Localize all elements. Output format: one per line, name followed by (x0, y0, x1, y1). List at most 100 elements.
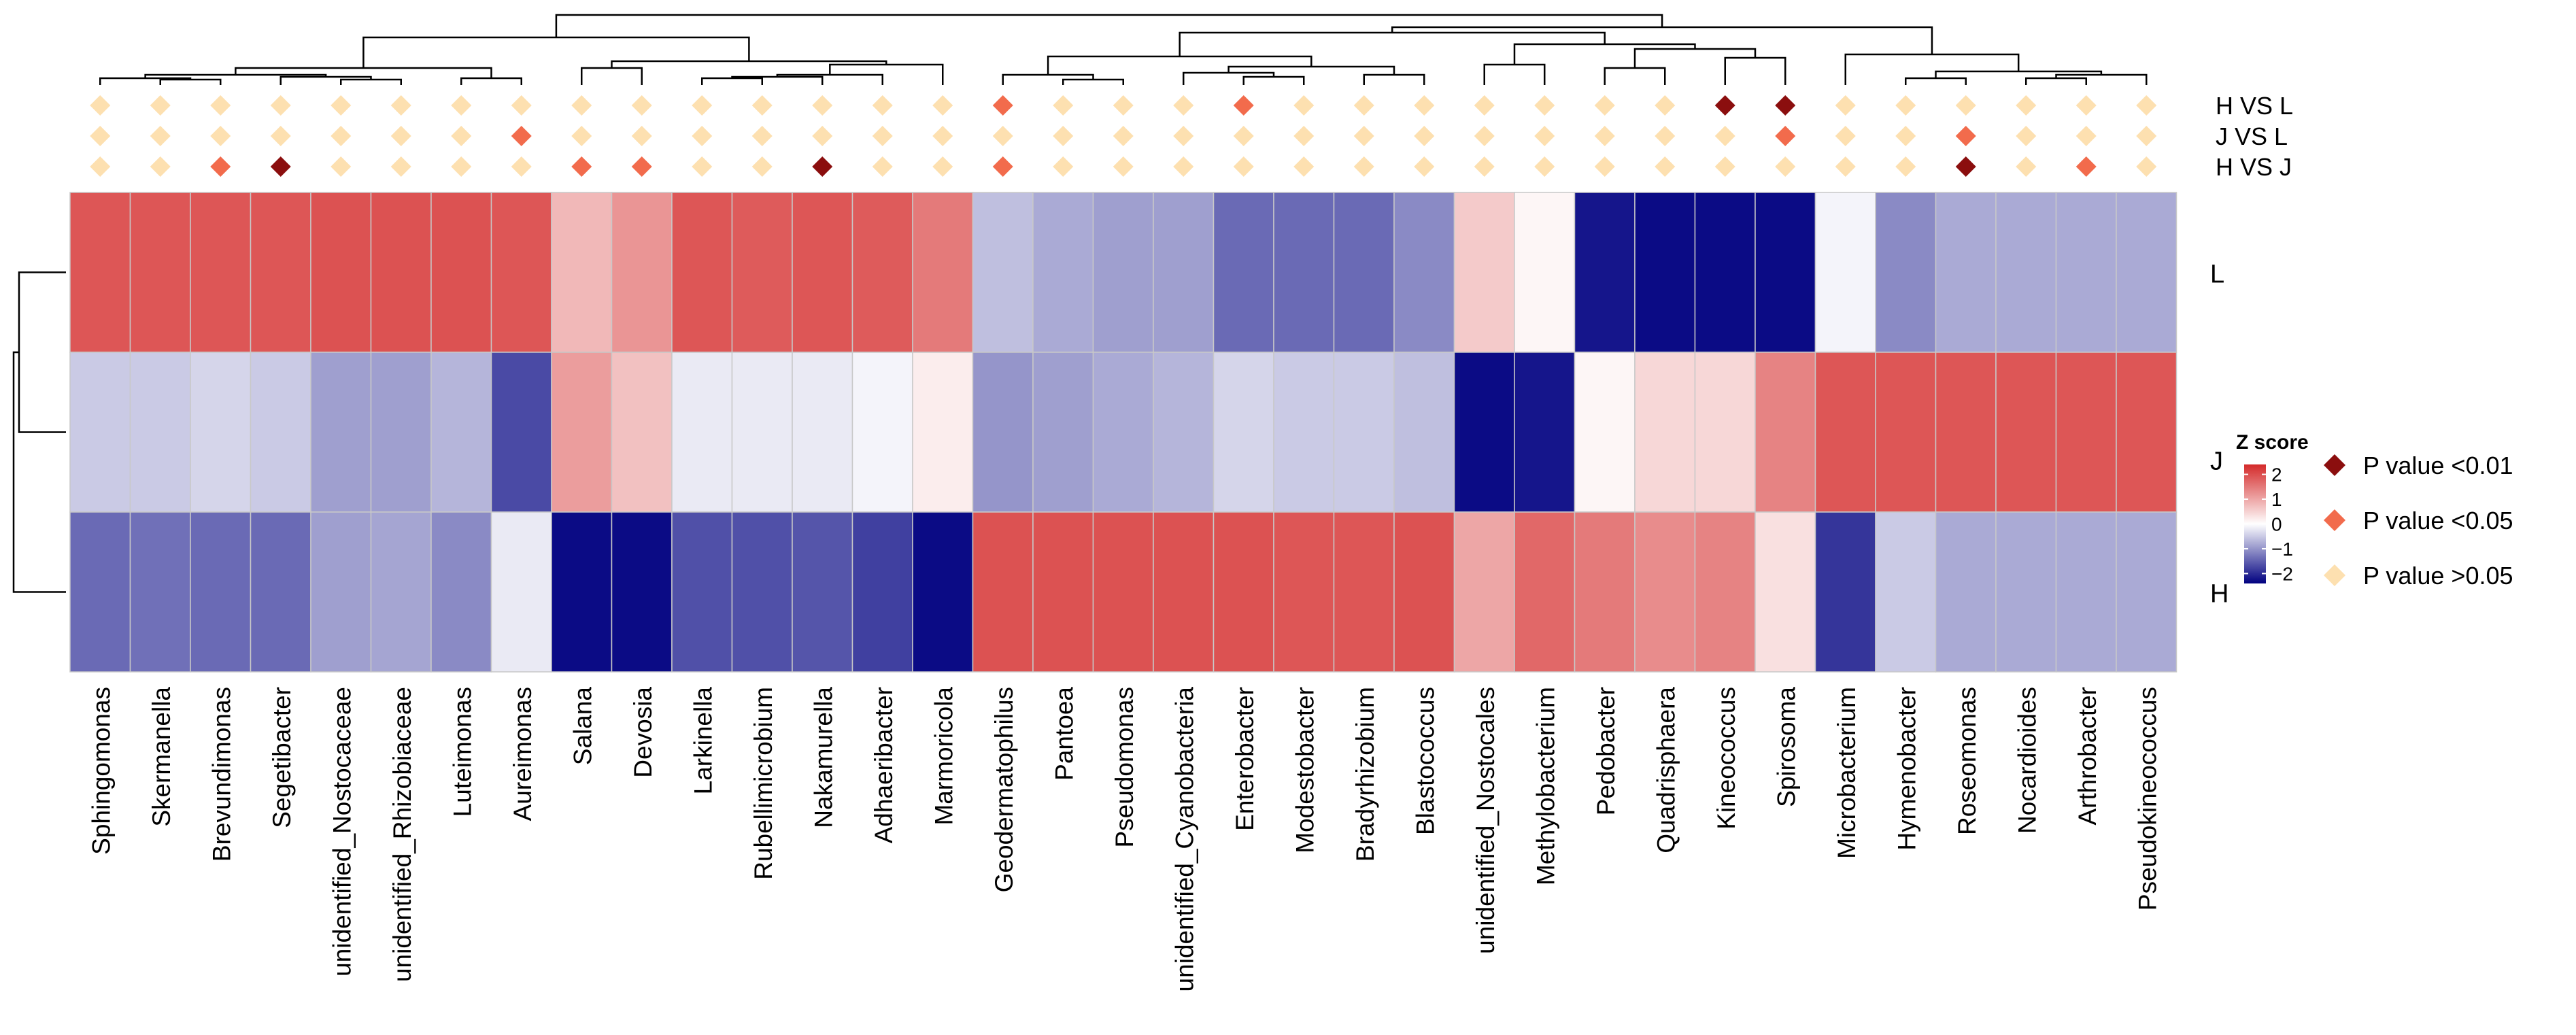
heatmap-cell (1875, 352, 1937, 513)
significance-marker (150, 156, 171, 177)
heatmap-cell (671, 192, 733, 353)
significance-marker (1775, 95, 1796, 116)
significance-marker (1594, 156, 1615, 177)
significance-marker (150, 95, 171, 116)
significance-marker (1955, 95, 1976, 116)
significance-marker (631, 95, 652, 116)
significance-marker (390, 126, 411, 146)
column-label: Marmoricola (930, 687, 957, 826)
dendrogram-branch (581, 67, 643, 85)
significance-marker (2075, 95, 2097, 116)
significance-marker (1895, 126, 1916, 146)
significance-marker (210, 126, 231, 146)
heatmap-cell (129, 192, 191, 353)
significance-marker (2136, 156, 2157, 177)
significance-marker (451, 95, 472, 116)
heatmap-cell (1514, 511, 1576, 673)
heatmap-cell (1694, 192, 1756, 353)
significance-marker (1353, 126, 1374, 146)
dendrogram-branch (1183, 71, 1275, 85)
heatmap-cell (731, 352, 793, 513)
column-label: Adhaeribacter (870, 687, 898, 843)
heatmap-cell (1875, 511, 1937, 673)
heatmap-cell (370, 192, 432, 353)
significance-marker (1655, 156, 1676, 177)
colorbar-tick-label: 2 (2271, 464, 2282, 486)
heatmap-cell (190, 511, 252, 673)
column-label: Devosia (629, 687, 657, 778)
heatmap-cell (1213, 352, 1274, 513)
column-label: unidentified_Cyanobacteria (1170, 687, 1198, 992)
colorbar-tick-label: 1 (2271, 489, 2282, 510)
column-label: Nocardioides (2013, 687, 2041, 834)
significance-marker (872, 95, 893, 116)
significance-marker (812, 156, 833, 177)
heatmap-cell (129, 352, 191, 513)
significance-marker (1053, 95, 1074, 116)
significance-marker (992, 156, 1013, 177)
column-label: Rubellimicrobium (749, 687, 777, 880)
heatmap-cell (1935, 352, 1997, 513)
dendrogram-branch (159, 78, 222, 85)
significance-marker (150, 126, 171, 146)
heatmap-cell (2055, 352, 2117, 513)
heatmap-cell (1453, 352, 1515, 513)
heatmap-cell (1153, 192, 1215, 353)
heatmap-cell (69, 192, 131, 353)
significance-marker (1714, 95, 1735, 116)
heatmap-cell (1814, 192, 1876, 353)
significance-marker (1474, 126, 1495, 146)
column-label: Brevundimonas (207, 687, 235, 862)
significance-marker (511, 126, 532, 146)
heatmap-cell (1393, 511, 1455, 673)
heatmap-cell (1814, 352, 1876, 513)
significance-marker (1955, 156, 1976, 177)
significance-marker (2075, 126, 2097, 146)
heatmap-cell (731, 192, 793, 353)
heatmap-cell (2055, 511, 2117, 673)
column-label: Sphingomonas (87, 687, 115, 855)
significance-marker (692, 95, 713, 116)
heatmap-cell (310, 511, 372, 673)
dendrogram-branch (1905, 77, 1967, 85)
column-label: Enterobacter (1231, 687, 1259, 831)
row-labels: L J H (2210, 260, 2228, 609)
column-labels: Sphingomonas Skermanella Brevundimonas Sege… (87, 687, 2161, 992)
heatmap-cell (1153, 352, 1215, 513)
column-label: Segetibacter (268, 687, 296, 828)
significance-marker (571, 95, 592, 116)
heatmap-cell (430, 192, 492, 353)
heatmap-cell (1273, 352, 1335, 513)
dendrogram-branch (12, 351, 66, 593)
significance-marker (1173, 156, 1194, 177)
heatmap-cell (1213, 192, 1274, 353)
heatmap-cell (1333, 352, 1395, 513)
column-label: Arthrobacter (2073, 687, 2101, 826)
heatmap-cell (1995, 352, 2057, 513)
colorbar-tick-label: 0 (2271, 514, 2282, 535)
column-label: Aureimonas (509, 687, 537, 821)
heatmap-cell (1814, 511, 1876, 673)
significance-marker (692, 126, 713, 146)
significance-marker (1113, 126, 1134, 146)
significance-marker (390, 95, 411, 116)
dendrogram-branch (1604, 67, 1666, 85)
significance-marker (872, 126, 893, 146)
heatmap-cell (490, 511, 552, 673)
heatmap-cell (1634, 192, 1696, 353)
significance-marker (1414, 126, 1435, 146)
significance-marker (210, 156, 231, 177)
significance-marker (932, 95, 953, 116)
significance-marker (1113, 156, 1134, 177)
heatmap-cell (2116, 352, 2177, 513)
significance-marker (2016, 156, 2037, 177)
significance-marker (1414, 156, 1435, 177)
dendrogram-branch (279, 75, 372, 85)
significance-marker (1293, 156, 1315, 177)
heatmap-cell (1032, 511, 1094, 673)
significance-marker (2016, 126, 2037, 146)
column-label: Pedobacter (1592, 687, 1620, 815)
significance-marker (751, 95, 773, 116)
heatmap-cell (851, 352, 913, 513)
heatmap-cell (1514, 352, 1576, 513)
